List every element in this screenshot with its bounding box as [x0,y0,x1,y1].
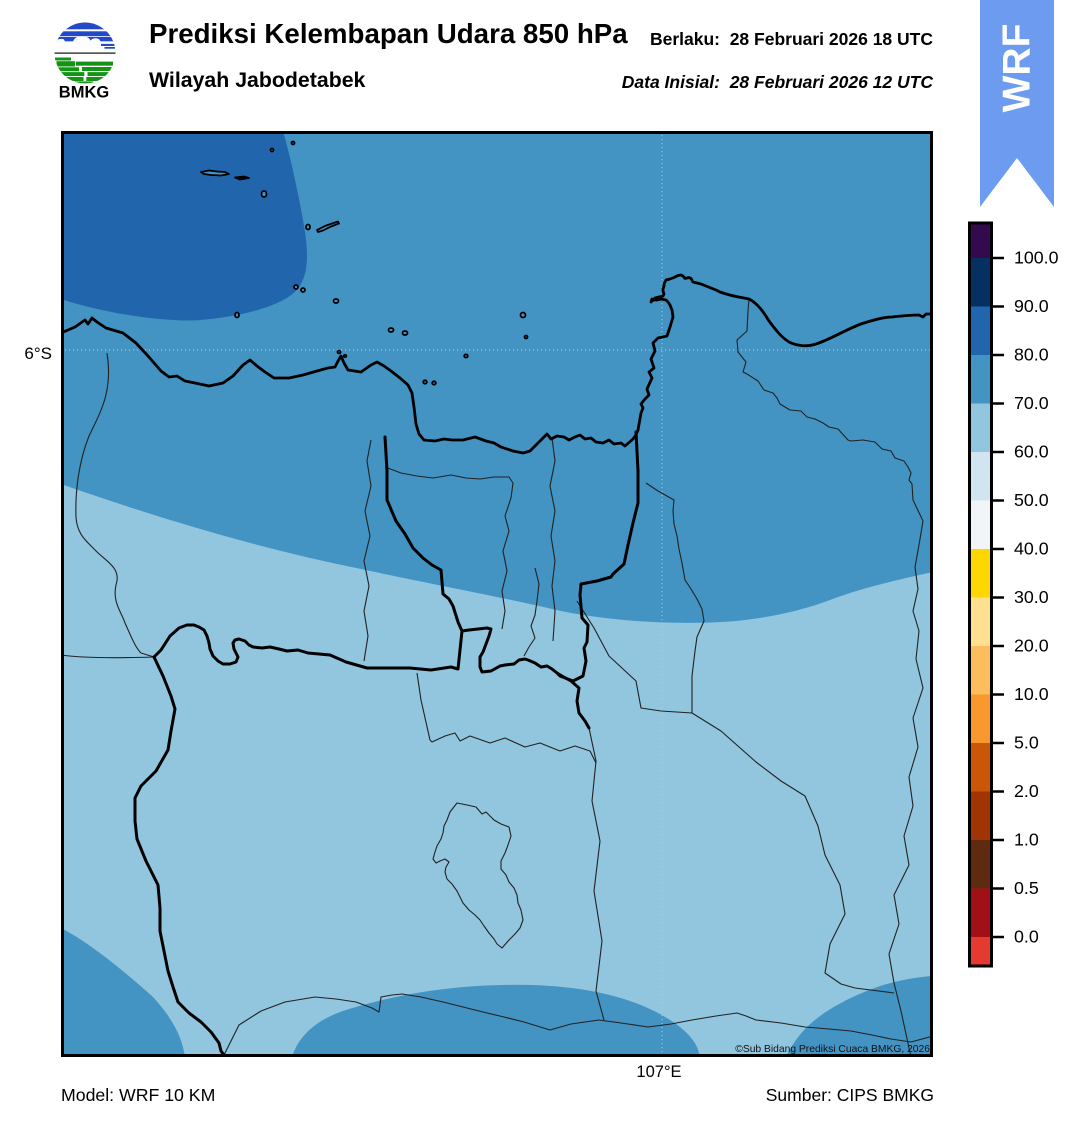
svg-text:50.0: 50.0 [1014,490,1049,510]
svg-text:90.0: 90.0 [1014,296,1049,316]
svg-text:0.0: 0.0 [1014,927,1039,947]
svg-text:5.0: 5.0 [1014,733,1039,753]
svg-text:1.0: 1.0 [1014,830,1039,850]
svg-text:2.0: 2.0 [1014,781,1039,801]
svg-text:10.0: 10.0 [1014,684,1049,704]
svg-text:©Sub Bidang Prediksi Cuaca BMK: ©Sub Bidang Prediksi Cuaca BMKG, 2026 [735,1044,930,1055]
svg-text:80.0: 80.0 [1014,345,1049,365]
svg-text:100.0: 100.0 [1014,248,1059,268]
svg-text:60.0: 60.0 [1014,442,1049,462]
svg-text:30.0: 30.0 [1014,587,1049,607]
svg-text:BMKG: BMKG [59,84,109,102]
svg-text:40.0: 40.0 [1014,539,1049,559]
svg-text:20.0: 20.0 [1014,636,1049,656]
svg-text:70.0: 70.0 [1014,393,1049,413]
svg-text:0.5: 0.5 [1014,878,1039,898]
